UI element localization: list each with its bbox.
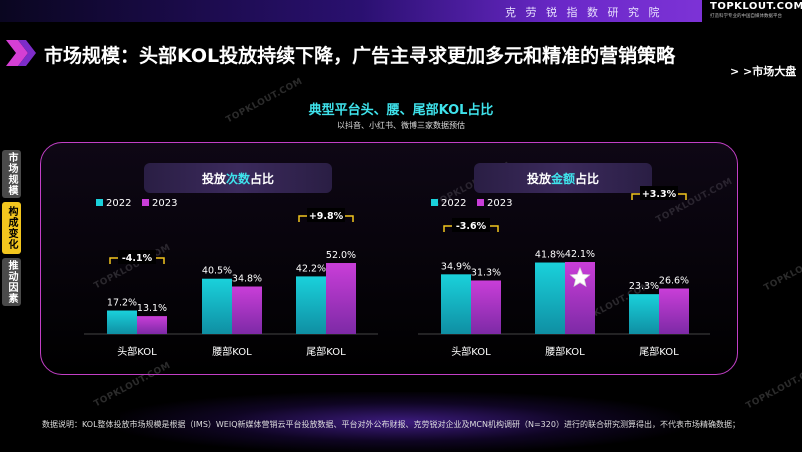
- data-label-2023-1: 34.8%: [232, 273, 262, 284]
- data-label-2023-0: 13.1%: [137, 303, 167, 314]
- top-bar: 克 劳 锐 指 数 研 究 院: [0, 0, 802, 22]
- bar-2023-1: [232, 286, 262, 334]
- data-label-2022-2: 42.2%: [296, 263, 326, 274]
- data-label-2022-0: 17.2%: [107, 298, 137, 309]
- page-title: 市场规模：头部KOL投放持续下降，广告主寻求更加多元和精准的营销策略: [44, 45, 676, 67]
- change-label-2: +9.8%: [309, 211, 344, 222]
- legend-swatch-2023: [477, 199, 484, 206]
- star-icon: [569, 266, 591, 287]
- footer-glow: [120, 392, 680, 452]
- change-label-bg-2: [640, 186, 678, 200]
- change-label-bg-0: [452, 218, 490, 232]
- side-tab-market-size[interactable]: 市场规模: [2, 150, 21, 198]
- data-label-2023-0: 31.3%: [471, 267, 501, 278]
- side-tab-drivers[interactable]: 推动因素: [2, 258, 21, 306]
- bar-2023-2: [326, 263, 356, 334]
- legend-swatch-2023: [142, 199, 149, 206]
- legend-label-2022: 2022: [441, 198, 466, 209]
- data-label-2022-1: 40.5%: [202, 266, 232, 277]
- bar-2022-2: [629, 294, 659, 334]
- chart-title: 典型平台头、腰、尾部KOL占比: [308, 103, 494, 118]
- bar-2023-2: [659, 288, 689, 334]
- category-label-1: 腰部KOL: [212, 345, 252, 358]
- data-label-2023-2: 26.6%: [659, 276, 689, 287]
- brand-block: TOPKLOUT.COM 打造科学专业的中国自媒体数据平台: [702, 0, 802, 22]
- category-label-2: 尾部KOL: [306, 345, 346, 358]
- bar-2022-0: [107, 310, 137, 334]
- brand-logo: TOPKLOUT.COM: [710, 1, 802, 12]
- amount-share-header: 投放 金额 占比: [474, 163, 652, 193]
- side-tab-composition[interactable]: 构成变化: [2, 202, 21, 254]
- bar-2022-2: [296, 276, 326, 334]
- legend-swatch-2022: [96, 199, 103, 206]
- footnote: 数据说明：KOL整体投放市场规模是根据（IMS）WEIQ新媒体营销云平台投放数据…: [42, 420, 740, 429]
- brand-tagline: 打造科学专业的中国自媒体数据平台: [710, 14, 782, 19]
- bar-2022-0: [441, 274, 471, 334]
- category-label-0: 头部KOL: [451, 345, 491, 358]
- legend-swatch-2022: [431, 199, 438, 206]
- legend-label-2023: 2023: [487, 198, 512, 209]
- bar-2022-1: [535, 262, 565, 334]
- data-label-2022-0: 34.9%: [441, 261, 471, 272]
- category-label-2: 尾部KOL: [639, 345, 679, 358]
- bar-2023-0: [471, 280, 501, 334]
- bar-2023-0: [137, 316, 167, 334]
- data-label-2022-2: 23.3%: [629, 281, 659, 292]
- change-label-bg-2: [307, 208, 345, 222]
- count-share-header: 投放 次数 占比: [144, 163, 332, 193]
- category-label-1: 腰部KOL: [545, 345, 585, 358]
- bar-2022-1: [202, 278, 232, 334]
- chart-subtitle: 以抖音、小红书、微博三家数据预估: [337, 121, 465, 130]
- change-label-bg-0: [118, 250, 156, 264]
- market-overview-link[interactable]: > >市场大盘: [730, 65, 797, 78]
- side-nav: 市场规模 构成变化 推动因素: [2, 150, 22, 310]
- change-label-2: +3.3%: [642, 189, 677, 200]
- legend-label-2022: 2022: [106, 198, 131, 209]
- institute-name: 克 劳 锐 指 数 研 究 院: [505, 6, 663, 19]
- data-label-2023-1: 42.1%: [565, 249, 595, 260]
- change-label-0: -4.1%: [122, 253, 153, 264]
- legend-label-2023: 2023: [152, 198, 177, 209]
- data-label-2023-2: 52.0%: [326, 250, 356, 261]
- title-chevron-icon: [6, 40, 36, 66]
- category-label-0: 头部KOL: [117, 345, 157, 358]
- change-label-0: -3.6%: [456, 221, 487, 232]
- data-label-2022-1: 41.8%: [535, 250, 565, 261]
